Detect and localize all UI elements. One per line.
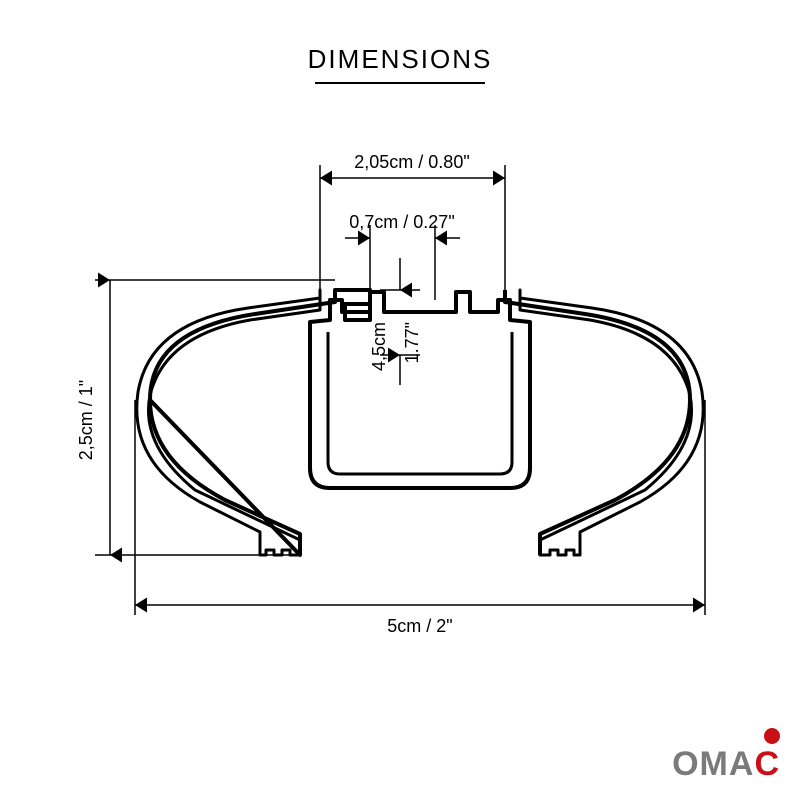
- label-depth-cm: 4,5cm: [369, 322, 389, 371]
- dim-overall-width: [135, 400, 705, 615]
- label-width: 5cm / 2": [387, 616, 452, 636]
- label-height: 2,5cm / 1": [76, 380, 96, 460]
- brand-text-gray: OMA: [672, 745, 754, 783]
- brand-dot-icon: [764, 728, 780, 744]
- brand-logo: OMAC: [672, 745, 780, 784]
- label-top-inner: 0,7cm / 0.27": [349, 212, 454, 232]
- dimension-drawing: 5cm / 2" 2,5cm / 1" 2,05cm / 0.80" 0,7cm…: [0, 0, 800, 800]
- label-top-outer: 2,05cm / 0.80": [354, 152, 469, 172]
- label-depth-in: 1.77": [402, 322, 422, 363]
- brand-text-red: C: [754, 745, 780, 783]
